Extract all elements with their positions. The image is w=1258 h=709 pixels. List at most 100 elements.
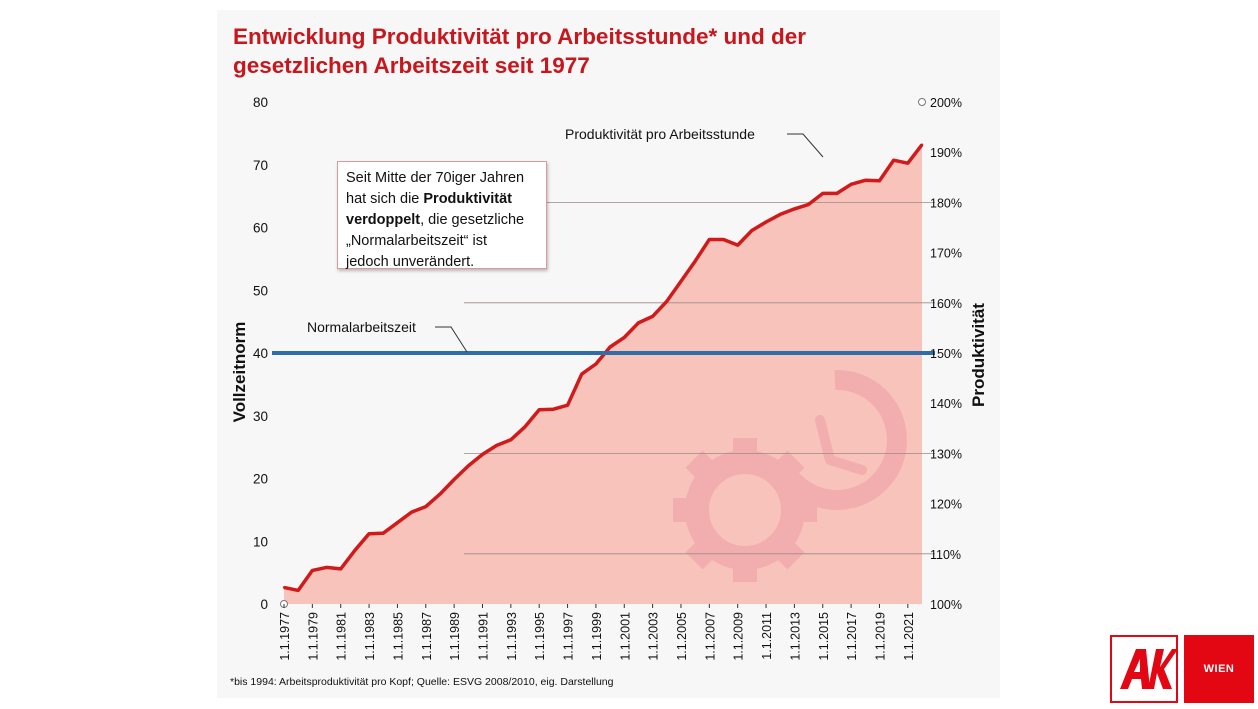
x-tick-label: 1.1.1985 xyxy=(391,612,405,661)
data-point xyxy=(623,336,626,339)
x-tick-label: 1.1.1983 xyxy=(363,612,377,661)
data-point xyxy=(722,238,725,241)
data-point xyxy=(339,567,342,571)
callout-line: , die gesetzliche xyxy=(420,212,525,228)
x-tick-label: 1.1.2001 xyxy=(618,612,632,661)
data-point xyxy=(693,259,697,263)
data-point xyxy=(807,203,810,206)
data-point xyxy=(679,280,683,283)
x-tick-label: 1.1.1989 xyxy=(448,612,462,661)
x-tick-label: 1.1.1979 xyxy=(306,612,320,661)
x-tick-label: 1.1.2007 xyxy=(703,612,717,661)
chart-title: Entwicklung Produktivität pro Arbeitsstu… xyxy=(233,24,806,78)
callout-box: Seit Mitte der 70iger Jahren hat sich di… xyxy=(337,161,547,270)
data-point xyxy=(552,408,555,411)
callout-bold: Produktivität xyxy=(423,191,513,207)
data-point xyxy=(849,183,853,186)
x-tick-label: 1.1.1987 xyxy=(420,612,434,661)
y-tick-left: 20 xyxy=(253,472,268,487)
y-tick-left: 0 xyxy=(260,597,268,612)
data-point xyxy=(509,438,513,442)
data-point xyxy=(637,321,640,325)
callout-line: jedoch unverändert. xyxy=(346,254,475,270)
data-point xyxy=(438,492,442,496)
productivity-line xyxy=(283,143,924,593)
x-tick-label: 1.1.2011 xyxy=(760,612,774,660)
data-point xyxy=(878,179,881,183)
x-tick-label: 1.1.1977 xyxy=(278,612,292,661)
x-tick-label: 1.1.2005 xyxy=(675,612,689,661)
chart-footnote: *bis 1994: Arbeitsproduktivität pro Kopf… xyxy=(230,676,614,688)
y-axis-label-left: Vollzeitnorm xyxy=(230,322,249,423)
x-tick-label: 1.1.2013 xyxy=(788,612,802,661)
ak-logo-icon xyxy=(1120,649,1178,689)
end-marker xyxy=(918,98,926,106)
data-point xyxy=(793,207,796,211)
data-point xyxy=(736,243,739,247)
callout-line: Seit Mitte der 70iger Jahren xyxy=(346,170,525,186)
x-tick-label: 1.1.1993 xyxy=(505,612,519,661)
y-tick-left: 80 xyxy=(253,95,268,110)
x-tick-label: 1.1.2021 xyxy=(902,612,916,661)
ak-logo xyxy=(1110,635,1178,703)
data-point xyxy=(282,586,286,589)
data-point xyxy=(920,143,924,146)
data-point xyxy=(452,478,456,481)
data-point xyxy=(325,566,328,569)
data-point xyxy=(410,510,413,514)
data-point xyxy=(821,192,824,195)
wien-logo: WIEN xyxy=(1184,635,1254,703)
data-point xyxy=(481,453,484,456)
x-tick-label: 1.1.2015 xyxy=(817,612,831,661)
y-tick-right: 180% xyxy=(930,196,962,210)
data-point xyxy=(750,229,754,232)
y-tick-right: 170% xyxy=(930,247,962,261)
data-point xyxy=(296,589,300,592)
y-tick-right: 200% xyxy=(930,96,962,110)
x-tick-label: 1.1.1999 xyxy=(590,612,604,661)
data-point xyxy=(311,569,314,572)
data-point xyxy=(367,532,371,535)
x-tick-label: 1.1.2019 xyxy=(873,612,887,661)
x-tick-label: 1.1.1991 xyxy=(476,612,490,661)
data-point xyxy=(651,315,654,318)
data-point xyxy=(424,505,427,508)
data-point xyxy=(892,159,895,162)
y-tick-right: 140% xyxy=(930,397,962,411)
callout-bold: verdoppelt xyxy=(346,212,421,228)
data-point xyxy=(906,162,910,165)
data-point xyxy=(566,404,569,407)
productivity-area xyxy=(284,144,922,604)
x-tick-label: 1.1.1981 xyxy=(335,612,349,661)
data-point xyxy=(467,464,470,468)
time-gear-watermark-icon xyxy=(673,369,907,582)
y-tick-left: 10 xyxy=(253,534,268,549)
y-tick-right: 160% xyxy=(930,297,962,311)
x-tick-label: 1.1.1995 xyxy=(533,612,547,661)
callout-line: „Normalarbeitszeit“ ist xyxy=(346,233,487,249)
data-point xyxy=(864,179,867,182)
y-tick-left: 40 xyxy=(253,346,268,361)
data-point xyxy=(708,238,711,241)
x-tick-label: 1.1.1997 xyxy=(562,612,576,661)
y-tick-left: 50 xyxy=(253,283,268,298)
data-point xyxy=(835,192,839,195)
data-point xyxy=(538,408,541,411)
x-tick-label: 1.1.2003 xyxy=(647,612,661,661)
x-tick-label: 1.1.2009 xyxy=(732,612,746,661)
data-point xyxy=(495,444,498,447)
y-axis-label-right: Produktivität xyxy=(969,303,988,407)
data-point xyxy=(779,213,782,216)
series-annotation-productivity: Produktivität pro Arbeitsstunde xyxy=(565,126,755,142)
data-point xyxy=(665,300,668,303)
y-tick-right: 190% xyxy=(930,146,962,160)
data-point xyxy=(382,532,385,535)
data-point xyxy=(594,362,598,366)
x-tick-label: 1.1.2017 xyxy=(845,612,859,661)
callout-line: hat sich die xyxy=(346,191,424,207)
data-point xyxy=(353,549,357,552)
y-tick-right: 150% xyxy=(930,347,962,361)
y-tick-right: 110% xyxy=(930,548,961,562)
data-point xyxy=(608,345,612,349)
